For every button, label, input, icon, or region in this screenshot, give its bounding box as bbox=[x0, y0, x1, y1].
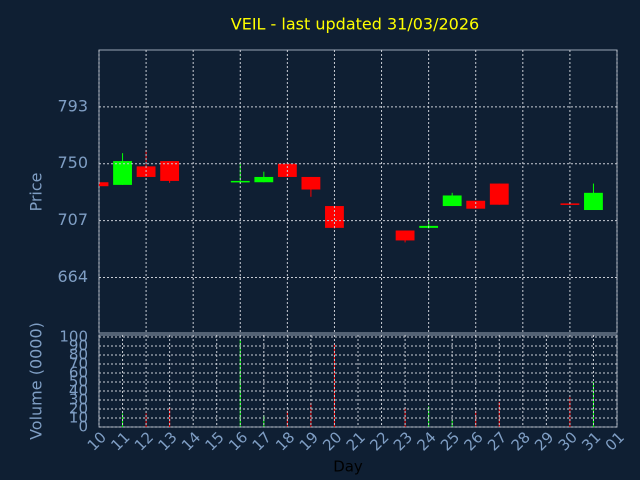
y-axis-label: Price bbox=[27, 172, 46, 211]
y2-tick-label: 60 bbox=[69, 364, 88, 382]
candle-body bbox=[325, 206, 344, 228]
y2-tick-label: 80 bbox=[69, 346, 88, 364]
y2-tick-label: 30 bbox=[69, 391, 88, 409]
candle-body bbox=[301, 176, 321, 190]
candle-body bbox=[442, 195, 462, 207]
y2-tick-label: 40 bbox=[69, 382, 88, 400]
y2-axis-label: Volume (0000) bbox=[27, 322, 46, 440]
y2-tick-label: 20 bbox=[69, 400, 88, 418]
y-tick-label: 707 bbox=[57, 210, 88, 229]
y-tick-label: 793 bbox=[57, 96, 88, 115]
candle-body bbox=[230, 180, 250, 183]
candle-body bbox=[560, 203, 580, 205]
candle-body bbox=[395, 230, 415, 241]
y-tick-label: 750 bbox=[57, 153, 88, 172]
candle-body bbox=[160, 161, 180, 181]
candle-body bbox=[113, 161, 132, 185]
y-tick-label: 664 bbox=[57, 267, 88, 286]
y2-tick-label: 50 bbox=[69, 373, 88, 391]
y2-tick-label: 10 bbox=[69, 409, 88, 427]
candle-body bbox=[254, 176, 274, 183]
y2-tick-label: 0 bbox=[78, 418, 88, 436]
candle-body bbox=[489, 183, 509, 205]
y2-tick-label: 90 bbox=[69, 337, 88, 355]
candle-body bbox=[584, 192, 603, 211]
candle-body bbox=[99, 182, 109, 187]
y2-tick-label: 100 bbox=[59, 328, 88, 346]
y2-tick-label: 70 bbox=[69, 355, 88, 373]
chart-title: VEIL - last updated 31/03/2026 bbox=[231, 15, 479, 34]
x-axis-label: Day bbox=[333, 458, 363, 476]
candle-body bbox=[466, 200, 486, 209]
